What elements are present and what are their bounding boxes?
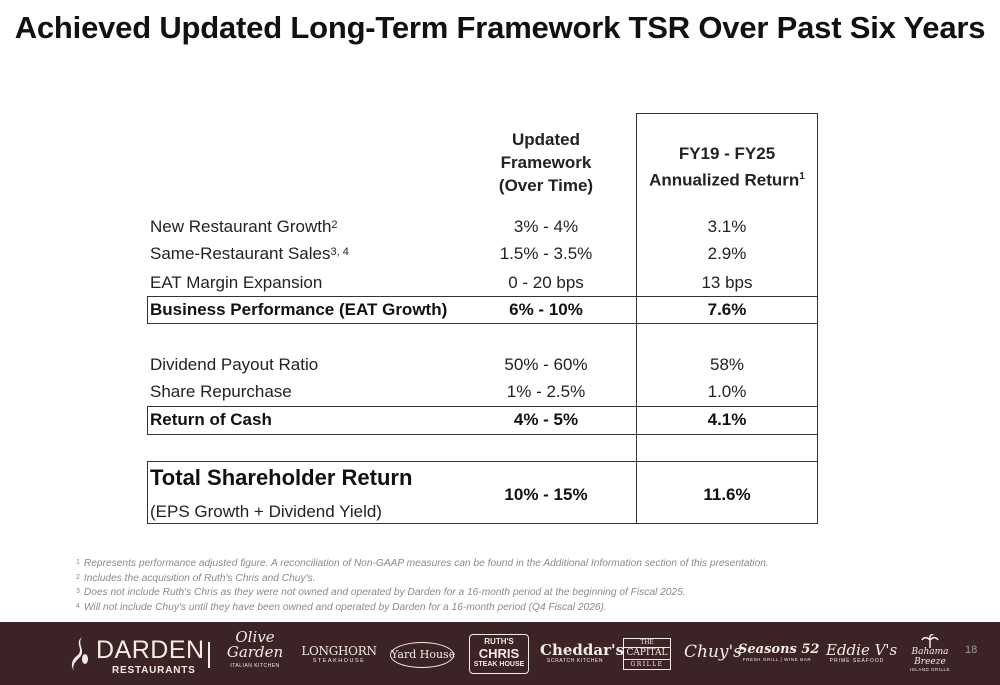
- row-label: New Restaurant Growth2: [150, 217, 338, 236]
- business-performance-box: [147, 296, 818, 324]
- brand-footer: DARDEN RESTAURANTS Olive Garden ITALIAN …: [0, 622, 1000, 685]
- tsr-framework-value: 10% - 15%: [504, 485, 588, 504]
- return-value: 13 bps: [701, 273, 753, 292]
- annualized-header-line: Annualized Return1: [649, 170, 805, 190]
- framework-value: 3% - 4%: [513, 217, 579, 236]
- row-label: Same-Restaurant Sales3, 4: [150, 244, 349, 263]
- framework-value: 50% - 60%: [504, 355, 588, 374]
- annualized-return-header: FY19 - FY25 Annualized Return1: [637, 142, 817, 192]
- tsr-box: [147, 461, 818, 524]
- chuys-logo: Chuy's: [684, 642, 742, 662]
- slide-title: Achieved Updated Long-Term Framework TSR…: [14, 10, 986, 45]
- return-value: 1.0%: [707, 382, 747, 401]
- framework-value: 0 - 20 bps: [508, 273, 584, 292]
- annualized-header-line: FY19 - FY25: [678, 144, 776, 163]
- eddie-vs-logo: Eddie V's PRIME SEAFOOD: [826, 641, 898, 664]
- tsr-return-value: 11.6%: [703, 485, 751, 504]
- palm-tree-icon: [921, 634, 939, 648]
- framework-value: 4% - 5%: [513, 410, 579, 429]
- darden-subtitle: RESTAURANTS: [112, 665, 196, 676]
- framework-header-line: (Over Time): [498, 176, 594, 195]
- framework-header-line: Framework: [500, 153, 592, 172]
- footnote: 3 Does not include Ruth's Chris as they w…: [76, 587, 686, 598]
- tsr-label: Total Shareholder Return: [150, 465, 413, 490]
- row-label: Share Repurchase: [150, 382, 292, 401]
- page-number: 18: [965, 644, 978, 656]
- framework-value: 6% - 10%: [509, 300, 583, 319]
- framework-header-line: Updated: [512, 130, 580, 149]
- yard-house-logo: Yard House: [390, 642, 455, 668]
- footnote: 2 Includes the acquisition of Ruth's Chri…: [76, 572, 316, 584]
- return-value: 4.1%: [707, 410, 747, 429]
- row-label: EAT Margin Expansion: [150, 273, 323, 292]
- return-value: 3.1%: [707, 217, 747, 236]
- footnote: 4 Will not include Chuy's until they have…: [76, 601, 607, 613]
- bahama-breeze-logo: Bahama Breeze ISLAND GRILLE: [904, 634, 956, 672]
- row-label: Dividend Payout Ratio: [150, 355, 319, 374]
- cheddars-logo: Cheddar's SCRATCH KITCHEN: [540, 641, 625, 664]
- logo-divider: [208, 642, 210, 668]
- ruths-chris-logo: RUTH'S CHRIS STEAK HOUSE: [469, 634, 529, 674]
- darden-logo-icon: [71, 637, 88, 671]
- tsr-sublabel: (EPS Growth + Dividend Yield): [150, 502, 382, 521]
- longhorn-logo: LONGHORN STEAKHOUSE: [301, 644, 377, 664]
- row-label: Business Performance (EAT Growth): [150, 300, 448, 319]
- framework-value: 1% - 2.5%: [506, 382, 586, 401]
- return-value: 2.9%: [707, 244, 747, 263]
- seasons52-logo: Seasons 52 FRESH GRILL | WINE BAR: [738, 642, 820, 662]
- olive-garden-logo: Olive Garden ITALIAN KITCHEN: [226, 628, 284, 670]
- framework-header: Updated Framework (Over Time): [456, 128, 636, 197]
- footnote: 1 Represents performance adjusted figure.…: [76, 558, 769, 569]
- darden-wordmark: DARDEN: [96, 636, 205, 664]
- return-of-cash-box: [147, 406, 818, 435]
- framework-value: 1.5% - 3.5%: [499, 244, 593, 263]
- capital-grille-logo: THE CAPITAL GRILLE: [623, 638, 671, 670]
- return-value: 7.6%: [707, 300, 747, 319]
- row-label: Return of Cash: [150, 410, 272, 429]
- footnotes: 1 Represents performance adjusted figure.…: [76, 557, 956, 615]
- return-value: 58%: [709, 355, 745, 374]
